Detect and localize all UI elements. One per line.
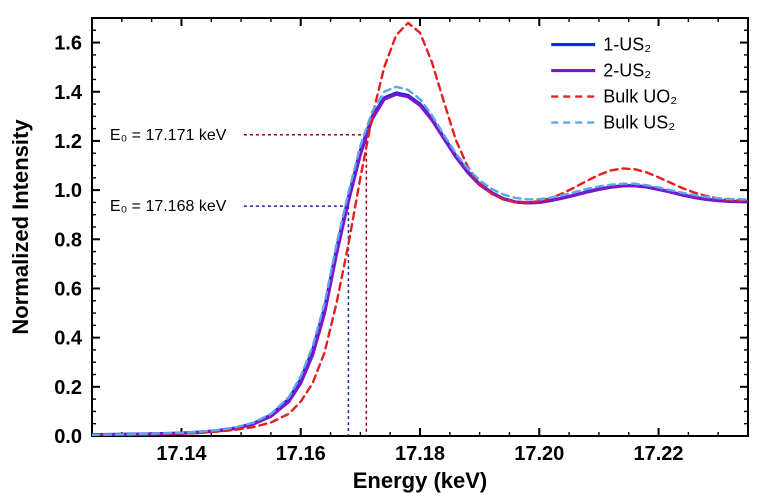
x-axis-label: Energy (keV) (353, 468, 488, 493)
annotation-label: E₀ = 17.168 keV (110, 198, 227, 215)
xanes-chart: 17.14 17.16 17.18 17.20 17.22 0.0 0.2 0.4 0.6 0.8… (0, 0, 774, 501)
annotation-label: E₀ = 17.171 keV (110, 127, 227, 144)
legend-label: Bulk UO₂ (603, 87, 677, 107)
series-group (92, 23, 748, 435)
y-tick-label: 0.0 (54, 426, 82, 448)
y-tick-label: 0.6 (54, 278, 82, 300)
y-tick-label: 0.2 (54, 377, 82, 399)
y-axis-label: Normalized Intensity (8, 119, 33, 335)
chart-svg: 17.14 17.16 17.18 17.20 17.22 0.0 0.2 0.4 0.6 0.8… (0, 0, 774, 501)
y-tick-label: 1.4 (54, 82, 83, 104)
x-tick-label: 17.22 (634, 443, 684, 465)
y-tick-label: 0.4 (54, 328, 83, 350)
plot-frame (92, 18, 748, 436)
x-tick-label: 17.20 (514, 443, 564, 465)
y-tick-label: 0.8 (54, 229, 82, 251)
x-tick-label: 17.18 (395, 443, 445, 465)
y-tick-label: 1.6 (54, 33, 82, 55)
y-tick-label: 1.2 (54, 131, 82, 153)
x-tick-label: 17.16 (276, 443, 326, 465)
series-2-US2 (92, 94, 748, 435)
legend-label: Bulk US₂ (603, 113, 675, 133)
legend-label: 2-US₂ (603, 61, 651, 81)
series-Bulk-UO2 (92, 23, 748, 435)
series-1-US2 (92, 93, 748, 435)
x-tick-label: 17.14 (156, 443, 207, 465)
legend-label: 1-US₂ (603, 35, 651, 55)
y-tick-label: 1.0 (54, 180, 82, 202)
